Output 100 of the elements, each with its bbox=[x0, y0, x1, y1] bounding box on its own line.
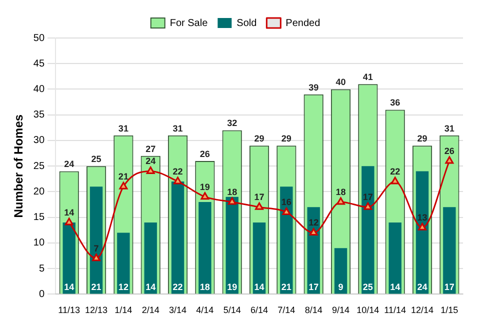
y-tick-label: 10 bbox=[33, 238, 45, 249]
y-axis-title: Number of Homes bbox=[12, 114, 26, 218]
data-label: 25 bbox=[362, 282, 373, 292]
y-tick-label: 45 bbox=[33, 58, 45, 70]
data-label: 29 bbox=[254, 134, 264, 144]
bar bbox=[198, 202, 212, 294]
x-tick-label: 8/14 bbox=[304, 305, 322, 316]
point bbox=[445, 156, 454, 164]
y-tick-label: 30 bbox=[33, 135, 45, 146]
data-label: 17 bbox=[308, 282, 319, 292]
y-tick-label: 40 bbox=[33, 84, 45, 95]
data-label: 18 bbox=[336, 186, 346, 197]
bar bbox=[443, 207, 456, 294]
data-label: 17 bbox=[362, 192, 373, 202]
bar bbox=[307, 207, 320, 294]
legend-label: Sold bbox=[236, 18, 257, 29]
x-tick-label: 1/15 bbox=[440, 305, 458, 316]
point bbox=[255, 202, 264, 210]
bar bbox=[90, 186, 103, 294]
bar bbox=[362, 166, 374, 294]
point bbox=[174, 176, 182, 184]
legend-label: Pended bbox=[286, 18, 320, 29]
point bbox=[309, 228, 318, 236]
data-label: 25 bbox=[91, 154, 102, 164]
y-tick-label: 35 bbox=[33, 110, 45, 121]
data-label: 29 bbox=[417, 134, 428, 144]
data-label: 7 bbox=[94, 243, 99, 254]
data-label: 21 bbox=[91, 282, 102, 292]
data-label: 27 bbox=[146, 144, 156, 154]
y-tick-label: 25 bbox=[33, 160, 45, 172]
data-label: 14 bbox=[254, 282, 264, 292]
point bbox=[200, 192, 210, 200]
data-label: 21 bbox=[281, 282, 292, 292]
data-label: 31 bbox=[172, 123, 183, 134]
data-label: 24 bbox=[64, 159, 74, 170]
data-label: 12 bbox=[118, 282, 128, 292]
point bbox=[228, 197, 236, 205]
data-label: 31 bbox=[444, 123, 454, 134]
data-label: 36 bbox=[390, 98, 400, 108]
data-label: 31 bbox=[118, 123, 128, 134]
data-label: 13 bbox=[417, 212, 428, 223]
data-label: 18 bbox=[200, 282, 210, 292]
point bbox=[418, 222, 426, 230]
bar bbox=[416, 171, 429, 294]
data-label: 22 bbox=[390, 166, 400, 176]
bar bbox=[226, 196, 238, 294]
y-tick-label: 15 bbox=[33, 212, 45, 224]
point bbox=[146, 166, 155, 174]
data-label: 9 bbox=[338, 282, 344, 292]
point bbox=[336, 197, 345, 205]
y-tick-label: 50 bbox=[33, 32, 45, 44]
bar bbox=[144, 222, 157, 294]
data-label: 18 bbox=[227, 186, 238, 197]
data-label: 24 bbox=[146, 156, 156, 166]
x-tick-label: 2/14 bbox=[142, 305, 160, 316]
x-tick-label: 7/14 bbox=[278, 305, 296, 316]
bar bbox=[171, 181, 184, 294]
data-label: 14 bbox=[64, 282, 74, 292]
bar bbox=[334, 248, 348, 294]
data-label: 26 bbox=[444, 146, 454, 156]
data-label: 17 bbox=[254, 192, 264, 202]
bar bbox=[388, 222, 402, 294]
data-label: 22 bbox=[172, 282, 183, 292]
point bbox=[92, 254, 100, 262]
point bbox=[364, 202, 372, 210]
x-tick-label: 11/14 bbox=[384, 305, 406, 316]
data-label: 14 bbox=[390, 282, 400, 292]
bar bbox=[117, 232, 130, 294]
x-tick-label: 3/14 bbox=[169, 305, 187, 316]
point bbox=[390, 176, 400, 184]
legend-label: For Sale bbox=[170, 18, 208, 29]
data-label: 21 bbox=[118, 172, 128, 182]
y-tick-label: 5 bbox=[38, 263, 45, 274]
data-label: 22 bbox=[172, 166, 183, 176]
data-label: 17 bbox=[444, 282, 454, 292]
bar bbox=[62, 222, 76, 294]
data-label: 41 bbox=[362, 72, 373, 82]
data-label: 40 bbox=[336, 77, 346, 88]
x-tick-label: 12/14 bbox=[410, 305, 434, 316]
bar bbox=[280, 186, 293, 294]
x-tick-label: 5/14 bbox=[223, 305, 241, 316]
x-tick-label: 1/14 bbox=[114, 305, 132, 316]
data-label: 19 bbox=[227, 282, 238, 292]
bar bbox=[252, 222, 266, 294]
y-tick-label: 20 bbox=[33, 186, 45, 198]
x-tick-label: 12/13 bbox=[85, 305, 108, 316]
x-tick-label: 9/14 bbox=[332, 305, 350, 316]
data-label: 32 bbox=[227, 118, 238, 128]
data-label: 16 bbox=[281, 197, 292, 208]
data-label: 26 bbox=[200, 148, 210, 159]
x-tick-label: 11/13 bbox=[58, 305, 80, 316]
data-label: 24 bbox=[417, 282, 428, 292]
y-tick-label: 0 bbox=[38, 288, 45, 300]
data-label: 39 bbox=[308, 82, 319, 92]
data-label: 19 bbox=[200, 182, 210, 192]
data-label: 14 bbox=[146, 282, 156, 292]
data-label: 12 bbox=[308, 218, 319, 228]
point bbox=[64, 218, 74, 226]
data-label: 14 bbox=[64, 207, 74, 218]
point bbox=[282, 207, 291, 215]
